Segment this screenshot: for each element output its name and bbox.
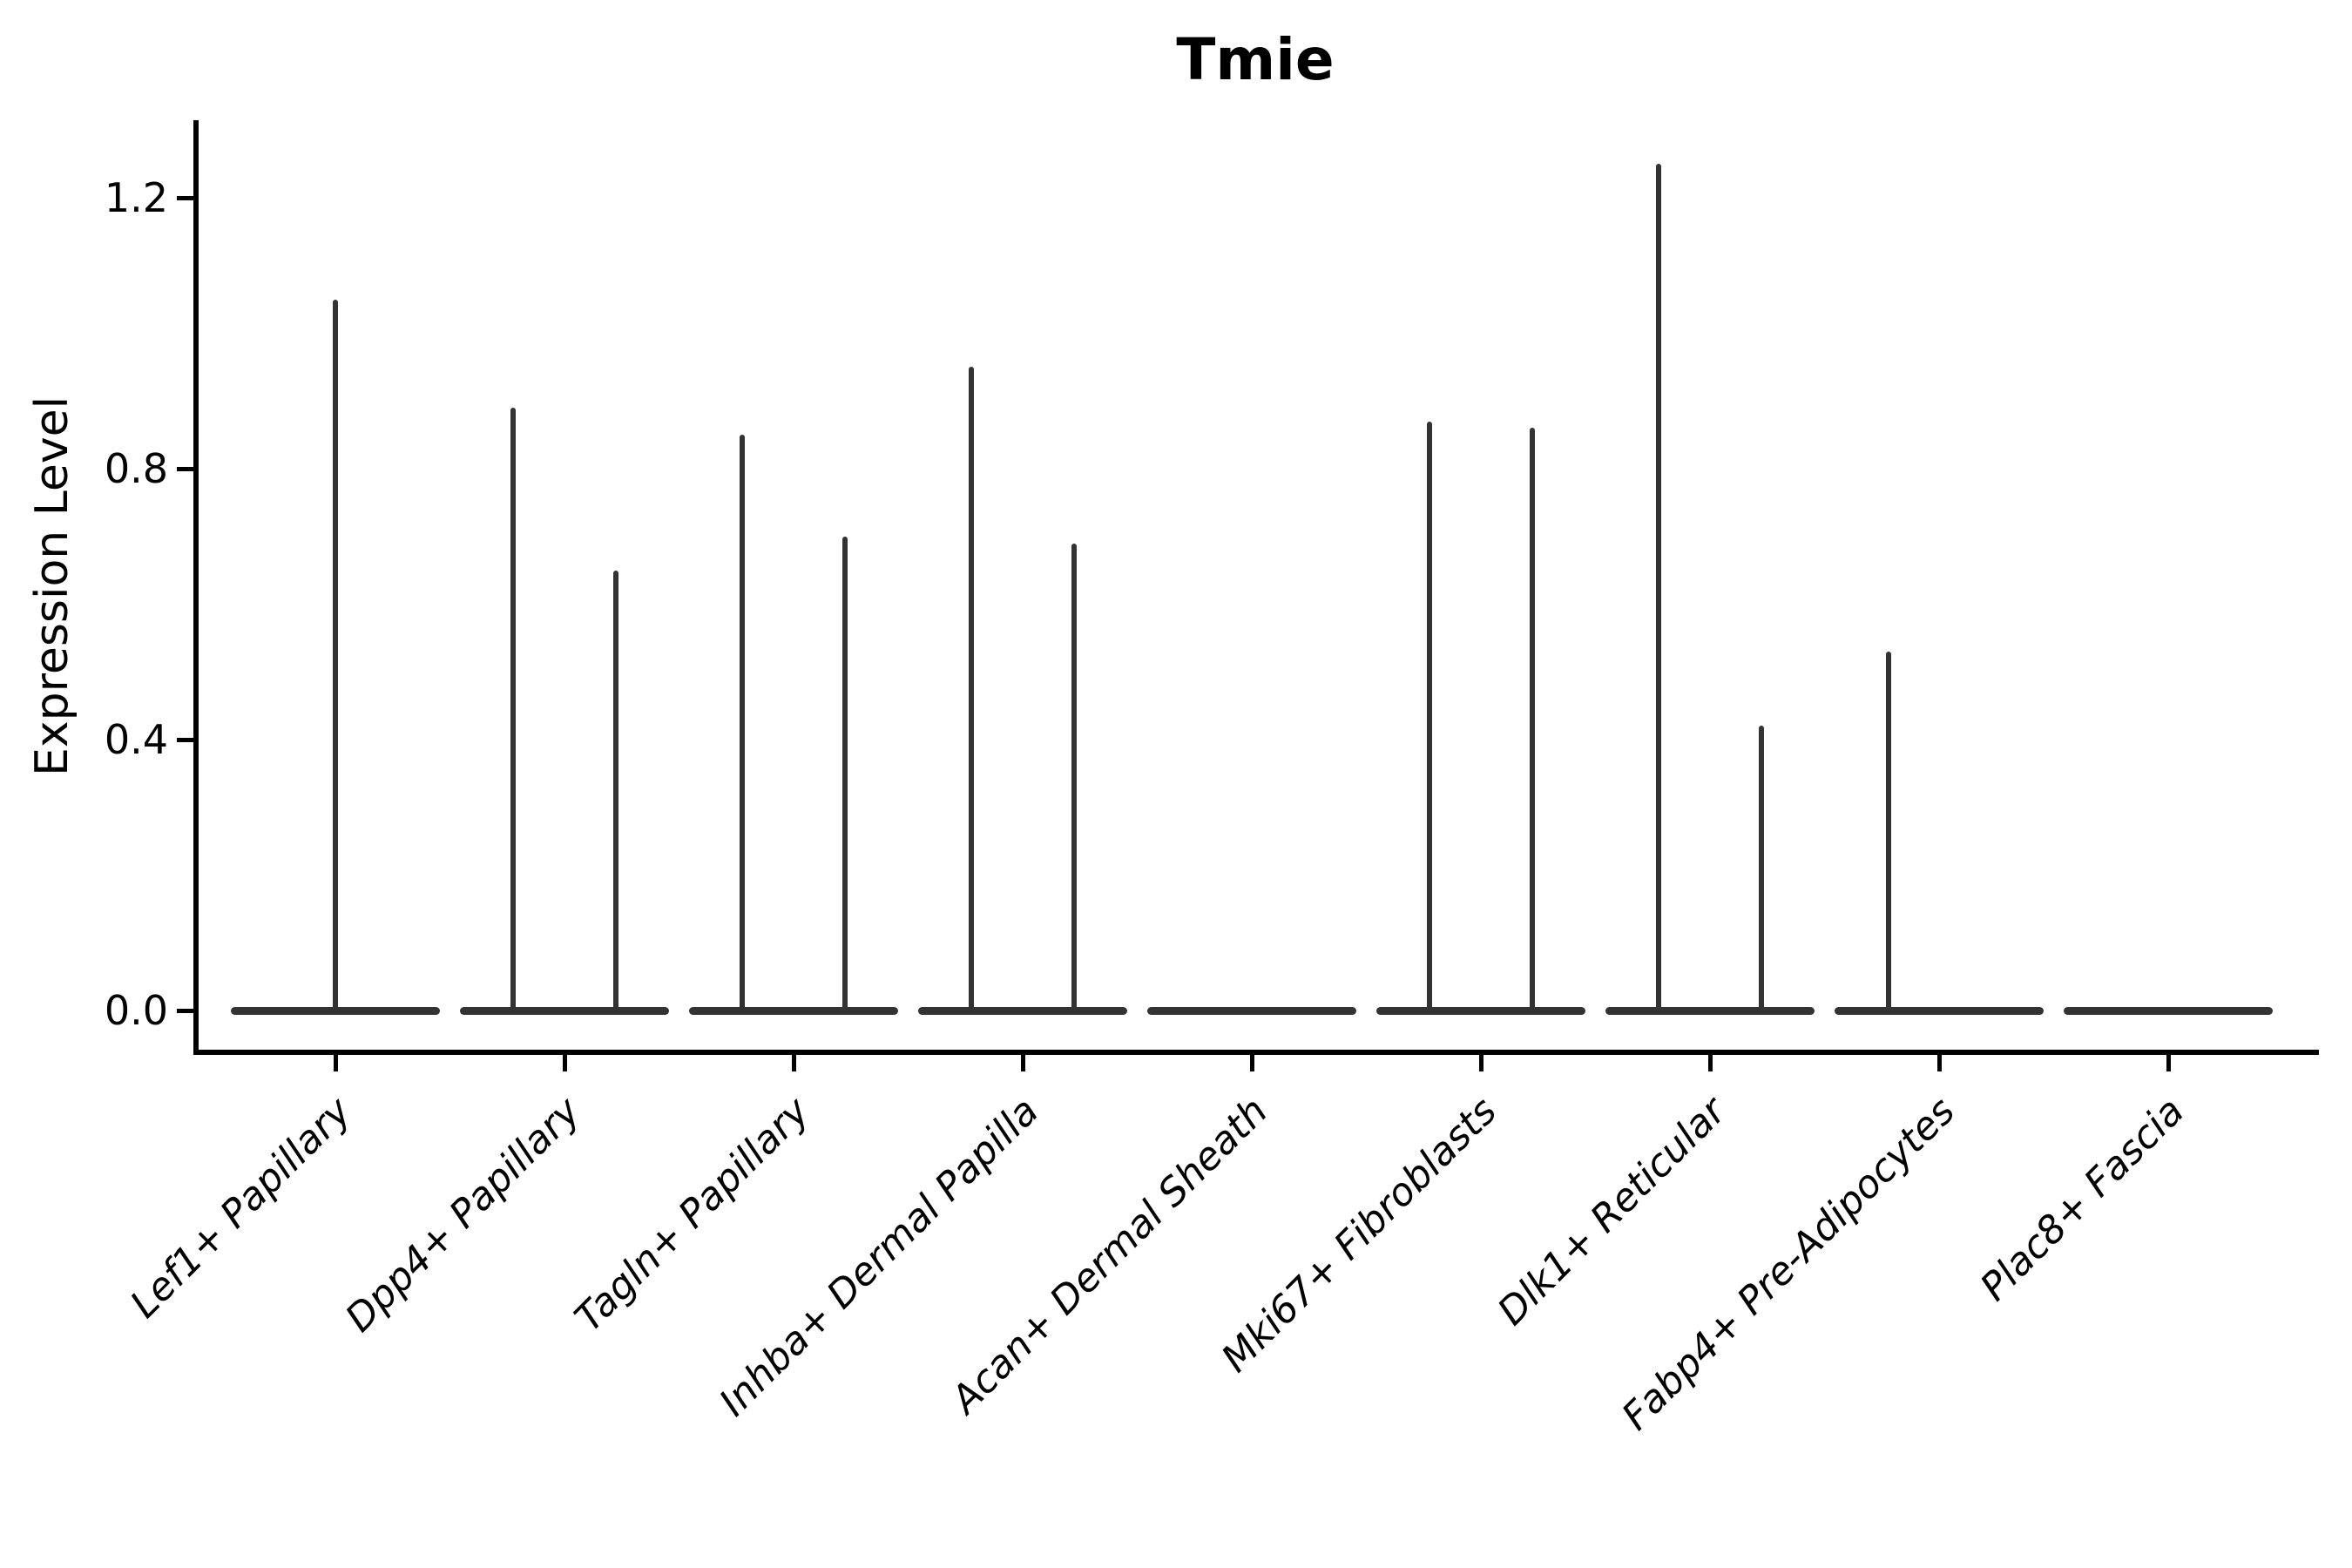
y-axis-label: Expression Level <box>26 395 78 777</box>
chart-title: Tmie <box>1176 26 1335 93</box>
x-tick <box>791 1052 796 1071</box>
violin-spike <box>740 435 745 1012</box>
violin-base <box>1147 1006 1356 1015</box>
violin-spike <box>969 367 974 1012</box>
x-tick <box>1249 1052 1254 1071</box>
y-tick-label: 0.0 <box>104 987 168 1034</box>
violin-spike <box>1530 428 1535 1012</box>
violin-spike <box>1071 543 1077 1012</box>
x-tick <box>333 1052 338 1071</box>
x-tick <box>1936 1052 1942 1071</box>
x-tick <box>1478 1052 1484 1071</box>
violin-spike <box>1427 421 1432 1012</box>
y-tick <box>177 195 196 200</box>
violin-base <box>460 1006 669 1015</box>
y-tick <box>177 1008 196 1013</box>
y-tick-label: 0.8 <box>104 445 168 492</box>
x-tick-label: Lef1+ Papillary <box>122 1089 361 1328</box>
violin-spike <box>510 408 516 1012</box>
x-tick-label: Dpp4+ Papillary <box>337 1089 590 1342</box>
violin-base <box>2064 1006 2273 1015</box>
y-tick-label: 1.2 <box>104 174 168 221</box>
y-tick <box>177 466 196 471</box>
x-axis-spine <box>193 1050 2319 1055</box>
violin-spike <box>333 299 338 1012</box>
violin-spike <box>1759 726 1764 1012</box>
violin-spike <box>613 570 618 1012</box>
x-tick <box>562 1052 567 1071</box>
y-axis-spine <box>193 120 199 1055</box>
violin-base <box>1605 1006 1815 1015</box>
violin-base <box>918 1006 1127 1015</box>
violin-base <box>689 1006 898 1015</box>
x-tick-label: Tagln+ Papillary <box>566 1089 819 1341</box>
violin-spike <box>1886 651 1891 1012</box>
violin-base <box>1376 1006 1585 1015</box>
y-tick-label: 0.4 <box>104 716 168 763</box>
violin-spike <box>842 536 848 1012</box>
x-tick <box>2166 1052 2171 1071</box>
x-tick-label: Plac8+ Fascia <box>1971 1089 2193 1310</box>
violin-base <box>1835 1006 2044 1015</box>
x-tick <box>1707 1052 1713 1071</box>
x-tick-label: Dlk1+ Reticular <box>1489 1089 1735 1335</box>
x-tick <box>1020 1052 1025 1071</box>
violin-spike <box>1656 164 1661 1012</box>
y-tick <box>177 737 196 742</box>
